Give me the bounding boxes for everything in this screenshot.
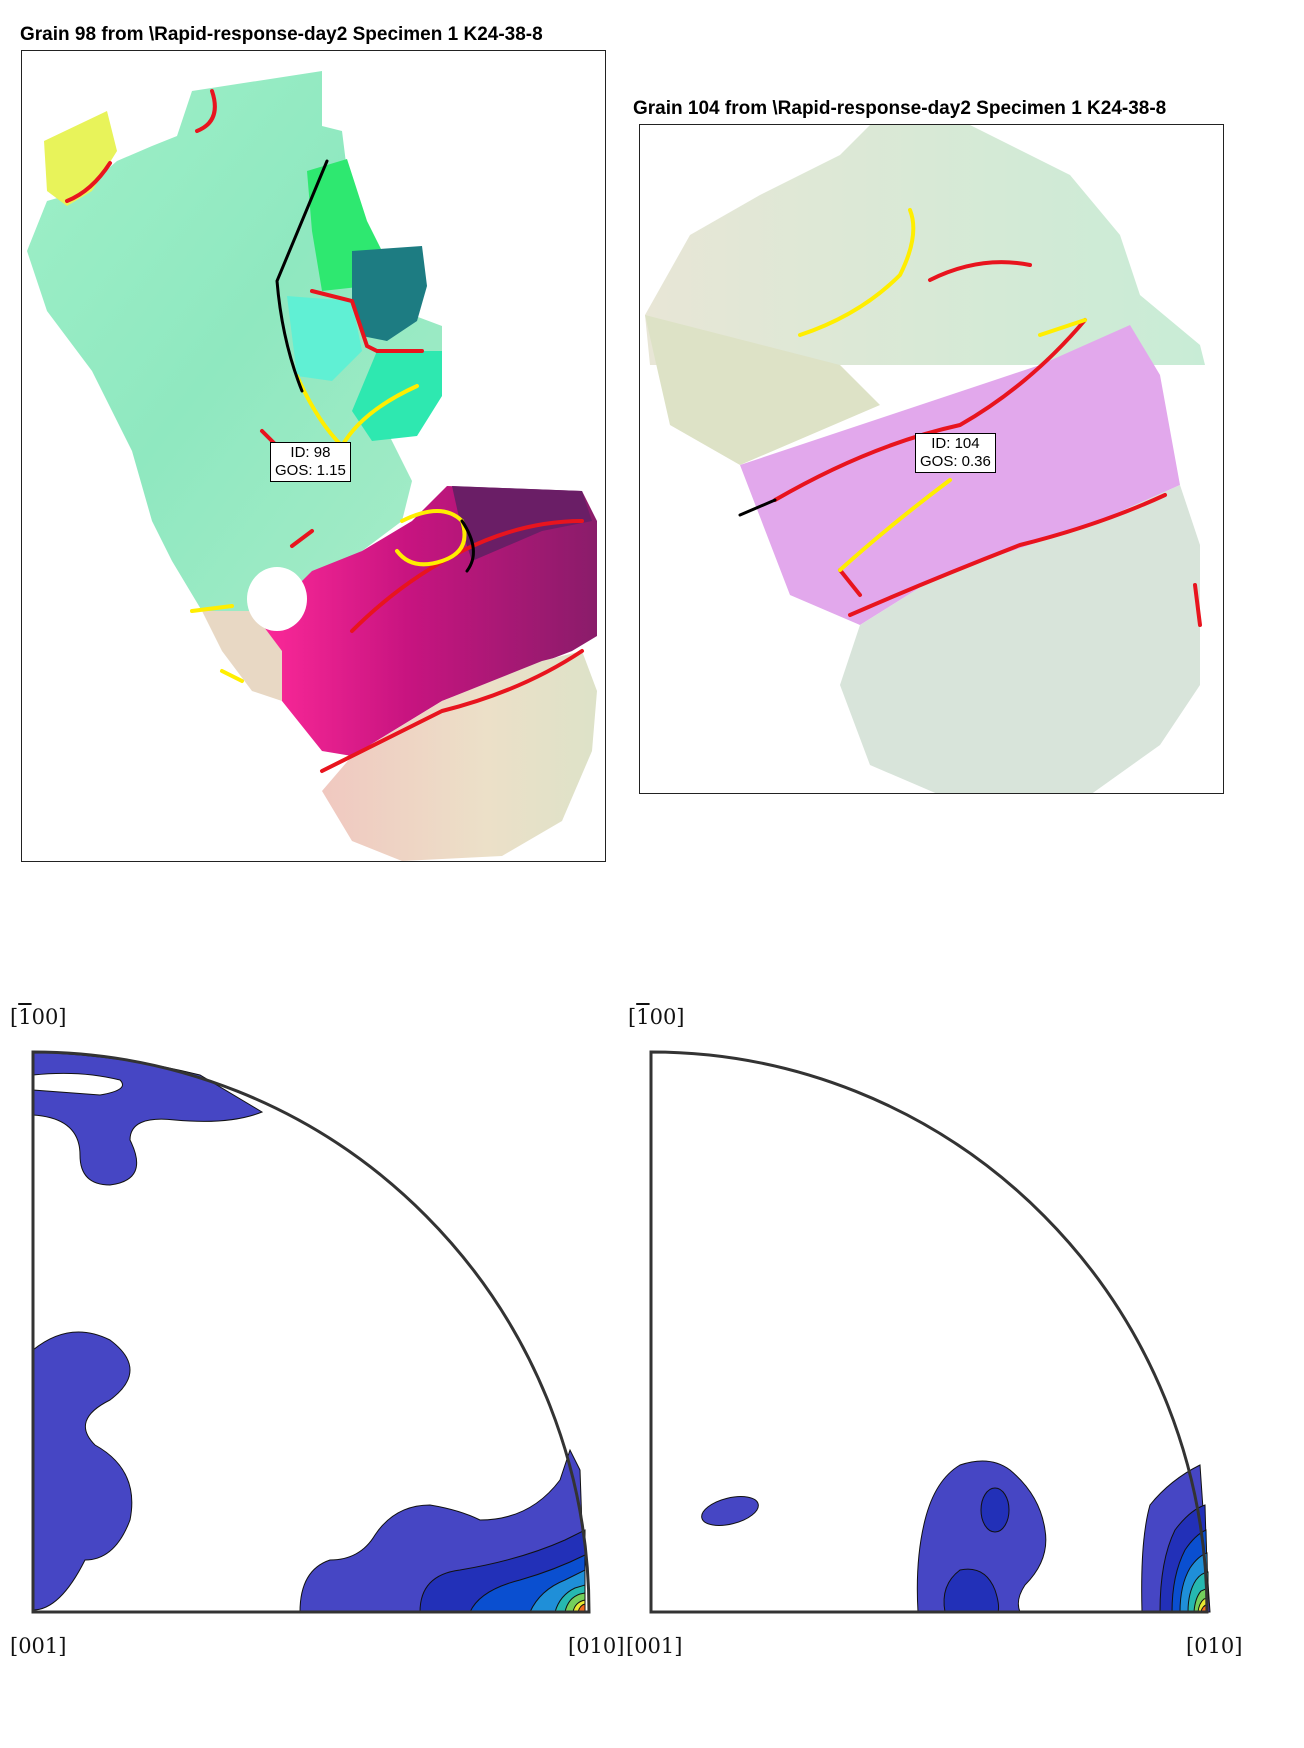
pf2-contour-right-5	[1188, 1572, 1208, 1612]
grain104-id-label: ID: 104	[920, 435, 991, 453]
pf2-contour-small	[699, 1491, 762, 1530]
pf1-top-label-bar: 1	[18, 1005, 31, 1029]
pf1-contour-bottom-right-1	[300, 1450, 585, 1612]
grain104-label-box: ID: 104 GOS: 0.36	[915, 433, 996, 473]
pf1-right-label: [010]	[568, 1634, 624, 1658]
pf2-contour-right-7	[1198, 1598, 1208, 1612]
map1-panel: ID: 98 GOS: 1.15	[21, 50, 606, 862]
pf1-contour-bottom-right-5	[555, 1585, 585, 1612]
grain98-label-box: ID: 98 GOS: 1.15	[270, 442, 351, 482]
pf1-top-label: [100]	[10, 1005, 67, 1029]
pf2-contour-right-4	[1180, 1553, 1208, 1612]
pf2-contour-center-2	[981, 1488, 1009, 1532]
pf1-top-label-rest: 00]	[32, 1005, 67, 1029]
pf2-top-label-bar: 1	[636, 1005, 649, 1029]
pf2-contour-right-1	[1142, 1465, 1210, 1612]
pf1-contour-top-left	[33, 1052, 262, 1185]
map2-title: Grain 104 from \Rapid-response-day2 Spec…	[633, 98, 1166, 120]
grain98-id-label: ID: 98	[275, 444, 346, 462]
pf1-contour-bottom-right-2	[420, 1530, 585, 1612]
pf2-contour-right-3	[1172, 1530, 1208, 1612]
pf2-contour-center-3	[944, 1569, 999, 1612]
pf1-contour-bottom-right-8	[578, 1604, 585, 1612]
pf2-top-label: [100]	[628, 1005, 685, 1029]
pf1-contour-bottom-right-7	[573, 1600, 585, 1612]
map1-title: Grain 98 from \Rapid-response-day2 Speci…	[20, 24, 543, 46]
pf2-contour-right-6	[1194, 1588, 1208, 1612]
pf2-contour-right-2	[1160, 1505, 1208, 1612]
grain-hole	[247, 567, 307, 631]
grain98-gos-label: GOS: 1.15	[275, 462, 346, 480]
grain104-gos-label: GOS: 0.36	[920, 453, 991, 471]
pf1-contour-left	[33, 1332, 132, 1610]
pf1-origin-label: [001]	[10, 1634, 66, 1658]
pf1-contour-bottom-right-4	[530, 1570, 585, 1612]
map2-panel: ID: 104 GOS: 0.36	[639, 124, 1224, 794]
pf1-frame	[33, 1052, 589, 1612]
pf2-contour-right-8	[1201, 1604, 1208, 1612]
pf2-right-label: [010]	[1186, 1634, 1242, 1658]
pf2-frame	[651, 1052, 1207, 1612]
pf2-contour-center-1	[917, 1461, 1046, 1612]
pf1-contour-bottom-right-3	[470, 1555, 585, 1612]
pf2-origin-label: [001]	[626, 1634, 682, 1658]
pf1-white-notch	[33, 1073, 123, 1095]
pf1-contour-bottom-right-6	[565, 1593, 585, 1612]
pf2-top-label-rest: 00]	[650, 1005, 685, 1029]
